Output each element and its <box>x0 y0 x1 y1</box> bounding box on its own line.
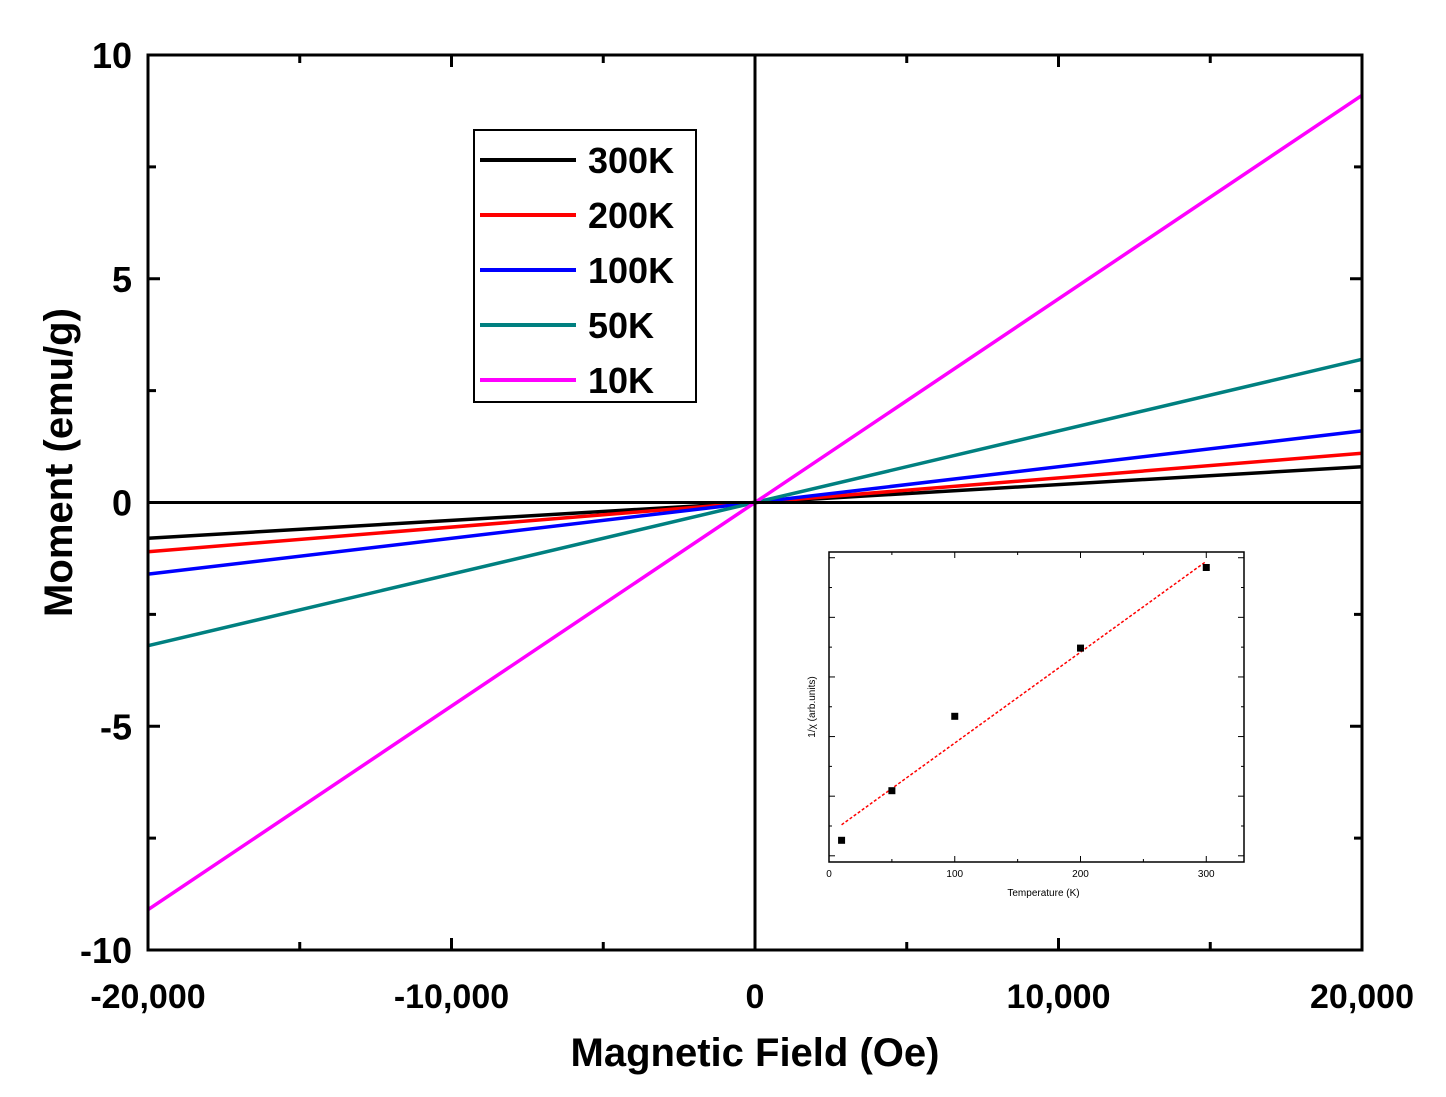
legend-label: 10K <box>588 360 654 401</box>
x-tick-label: -20,000 <box>90 978 205 1016</box>
inset-data-point <box>888 787 896 795</box>
inset-chart: 0 100 200 300 Temperature (K) 1/χ (arb.units) <box>807 551 1245 899</box>
x-tick-label: 20,000 <box>1310 978 1414 1016</box>
y-tick-label: 5 <box>112 259 132 300</box>
legend-label: 200K <box>588 195 674 236</box>
inset-data-point <box>1202 564 1210 571</box>
legend-label: 300K <box>588 140 674 181</box>
inset-y-axis-title: 1/χ (arb.units) <box>807 676 818 737</box>
x-tick-label: 0 <box>746 978 765 1016</box>
inset-x-tick-label: 0 <box>826 869 832 880</box>
inset-x-axis-title: Temperature (K) <box>1007 888 1079 899</box>
inset-data-point <box>838 836 846 844</box>
main-plot: -20,000 -10,000 0 10,000 20,000 -10 -5 0 5 10 Magn… <box>37 35 1414 1075</box>
legend: 300K 200K 100K 50K 10K <box>473 129 697 403</box>
inset-x-tick-label: 200 <box>1072 869 1089 880</box>
x-axis-title: Magnetic Field (Oe) <box>571 1031 940 1075</box>
inset-data-point <box>951 712 959 720</box>
inset-x-tick-label: 100 <box>946 869 963 880</box>
inset-x-tick-label: 300 <box>1198 869 1215 880</box>
legend-label: 50K <box>588 305 654 346</box>
y-tick-label: 0 <box>112 483 132 524</box>
inset-frame <box>828 551 1245 863</box>
x-tick-label: 10,000 <box>1007 978 1111 1016</box>
x-tick-label: -10,000 <box>394 978 509 1016</box>
y-tick-label: -10 <box>80 930 132 971</box>
y-tick-label: -5 <box>100 706 132 747</box>
inset-data-point <box>1077 644 1085 652</box>
y-tick-label: 10 <box>92 35 132 76</box>
legend-label: 100K <box>588 250 674 291</box>
legend-box <box>473 129 697 403</box>
y-axis-title: Moment (emu/g) <box>37 308 81 617</box>
